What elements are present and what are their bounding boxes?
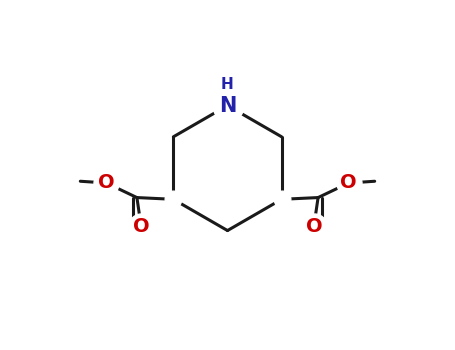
Text: O: O: [340, 174, 357, 192]
Text: N: N: [219, 96, 236, 116]
Text: H: H: [221, 77, 234, 92]
Text: O: O: [306, 217, 322, 236]
Text: O: O: [98, 174, 115, 192]
Text: O: O: [133, 217, 149, 236]
